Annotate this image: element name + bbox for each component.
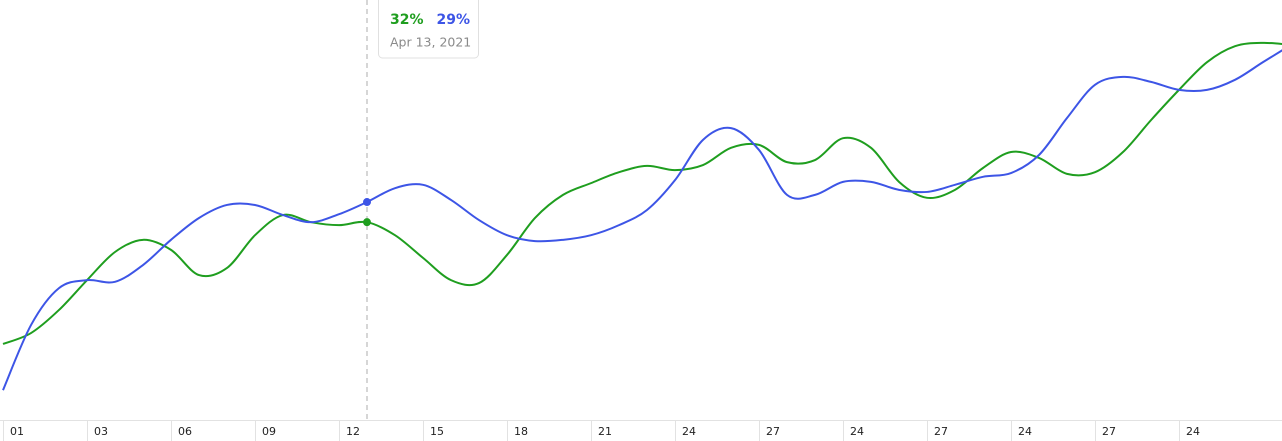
x-tick-label: 24 [850,425,864,438]
x-tick-label: 27 [934,425,948,438]
hover-dot [363,218,371,227]
tooltip-box [378,0,479,59]
x-tick-label: 18 [514,425,528,438]
series-line [2,49,1282,391]
series-line [2,41,1282,345]
x-tick-label: 03 [94,425,108,438]
x-tick-label: 06 [178,425,192,438]
tooltip: 32% 29% Apr 13, 2021 [378,0,479,59]
x-tick-label: 21 [598,425,612,438]
tooltip-value: 29% [437,12,471,28]
tooltip-date: Apr 13, 2021 [390,35,471,50]
x-tick-label: 09 [262,425,276,438]
x-tick-label: 15 [430,425,444,438]
hover-dot [363,198,371,207]
x-tick-label: 01 [10,425,24,438]
x-tick-label: 24 [1018,425,1032,438]
x-tick-label: 27 [1102,425,1116,438]
x-tick-label: 27 [766,425,780,438]
x-tick-label: 24 [1186,425,1200,438]
tooltip-value: 32% [390,12,424,28]
x-tick-label: 12 [346,425,360,438]
x-tick-label: 24 [682,425,696,438]
